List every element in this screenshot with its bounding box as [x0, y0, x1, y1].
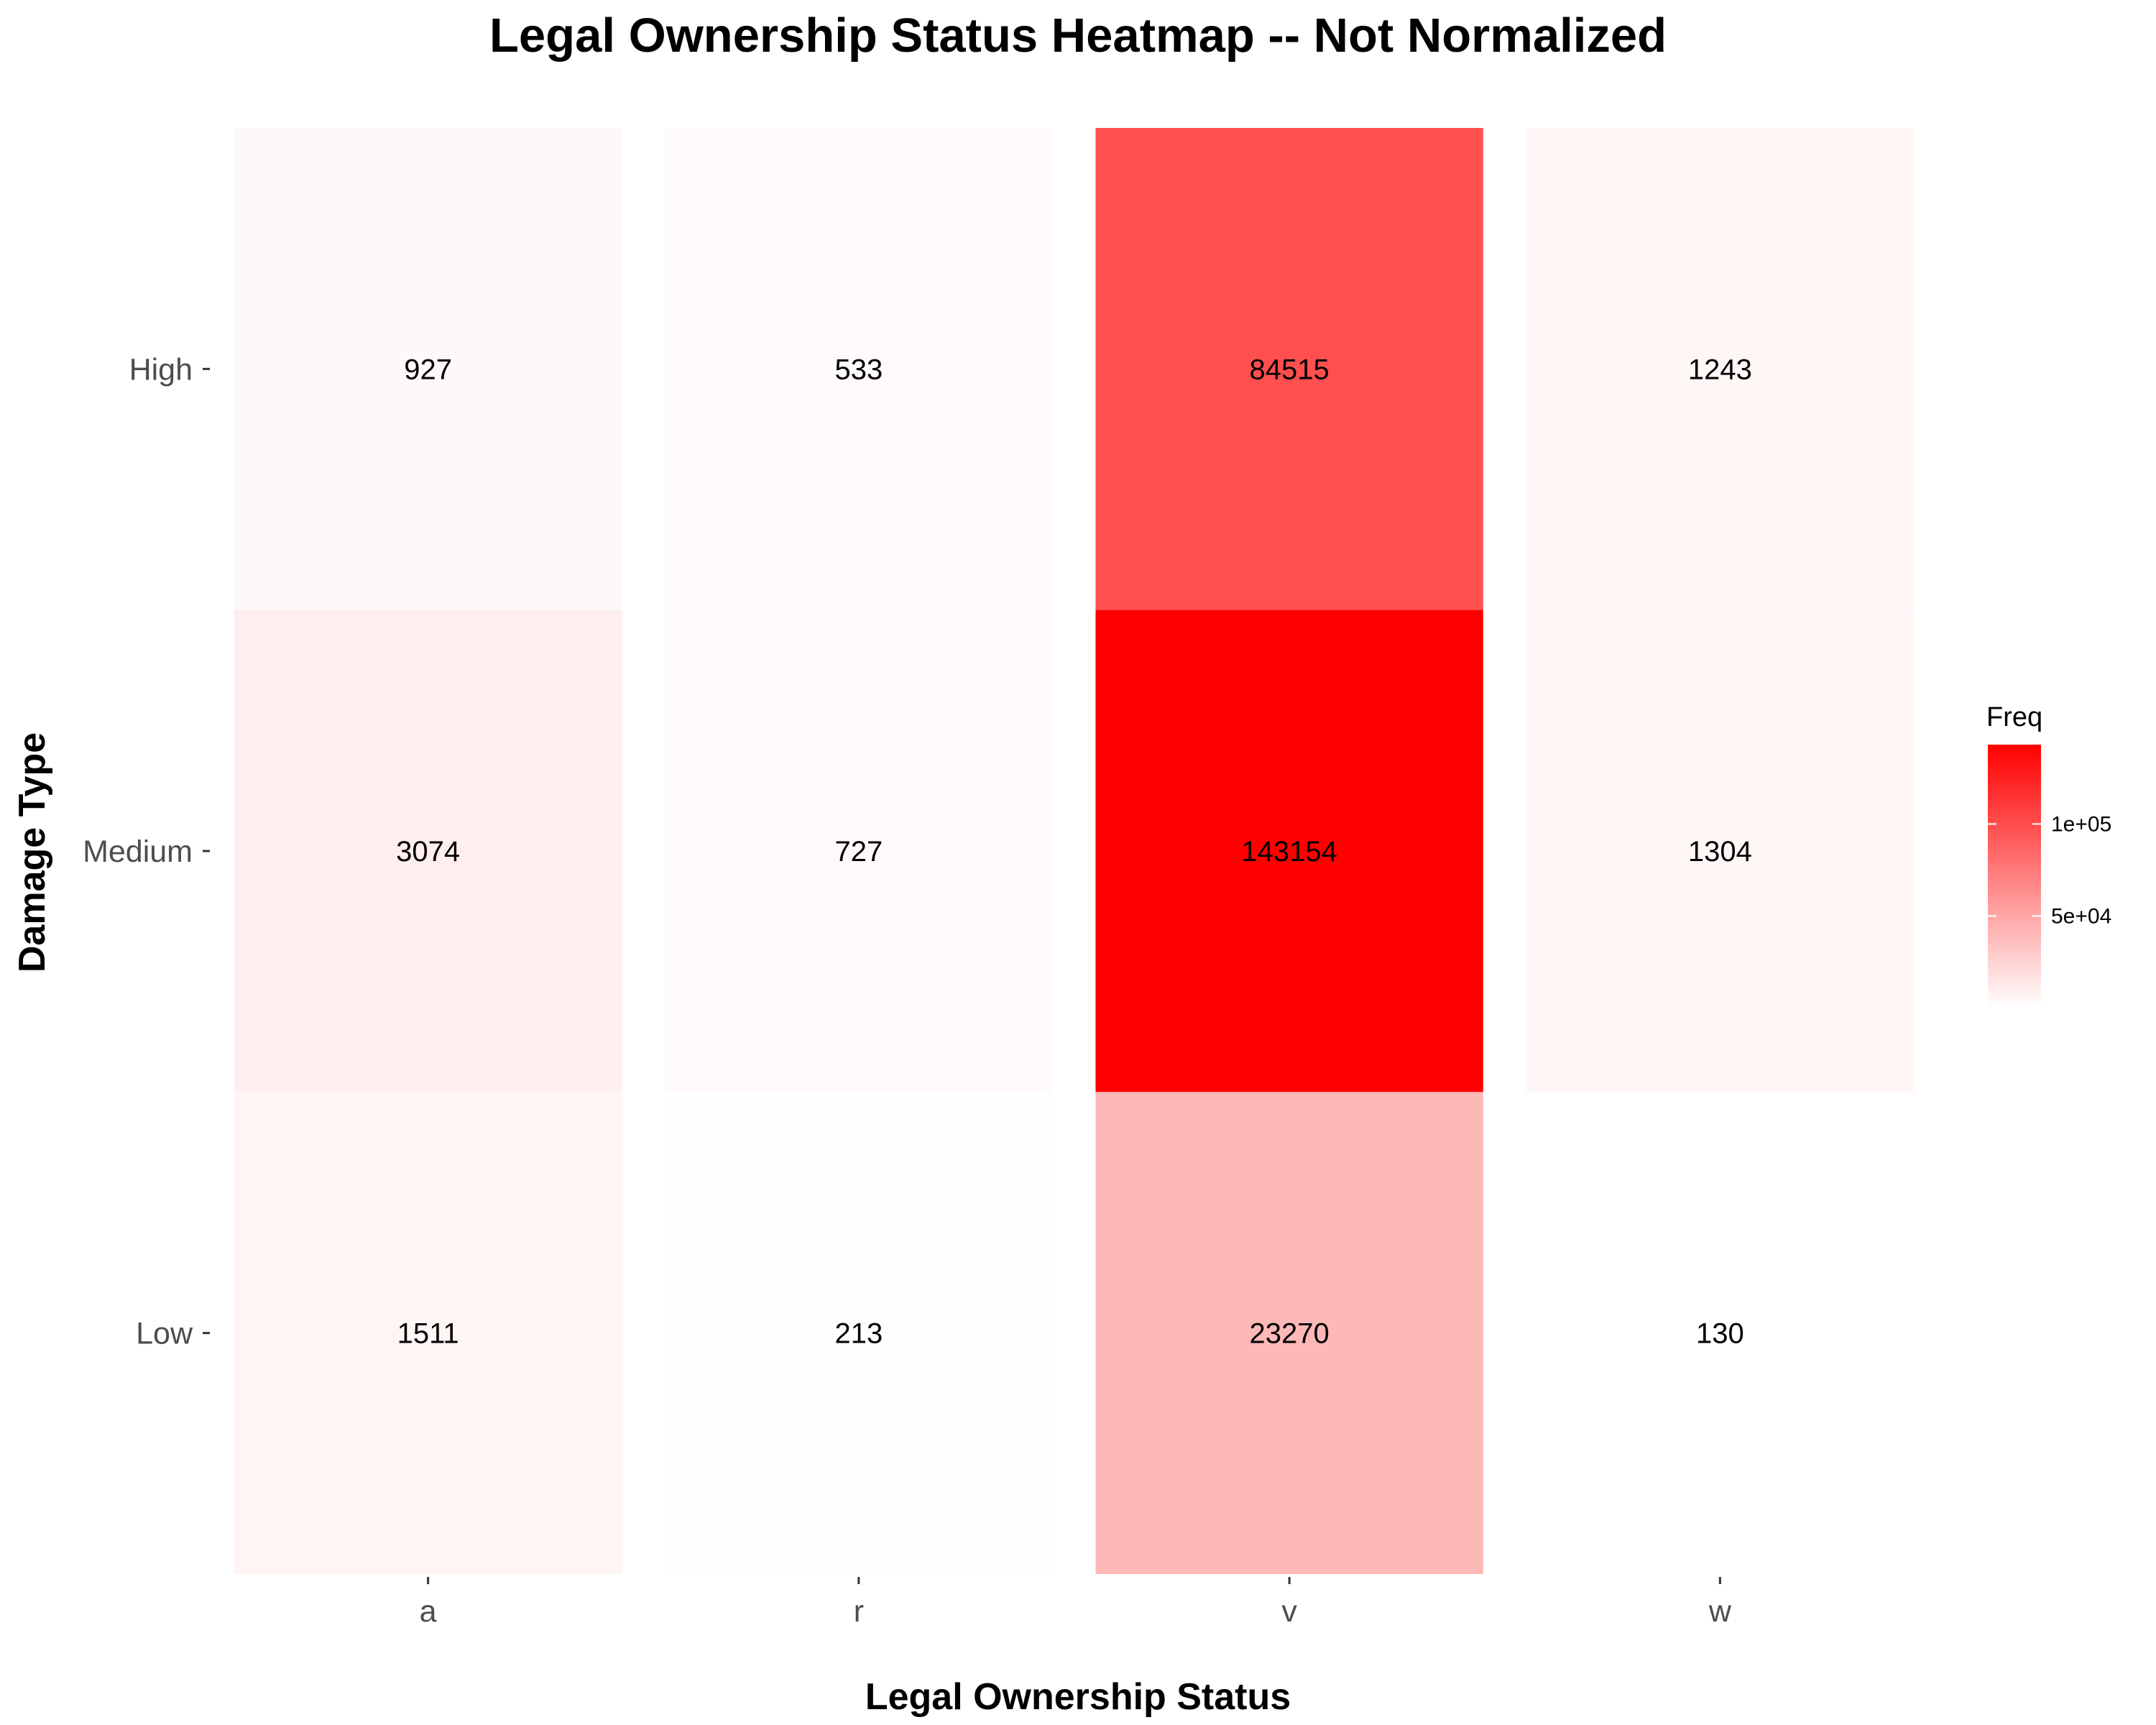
heatmap-cell-low-r [665, 1092, 1053, 1574]
legend-ticks: 5e+04 1e+05 [1988, 812, 2111, 928]
cell-value-low-r: 213 [835, 1318, 883, 1350]
cell-value-high-r: 533 [835, 354, 883, 385]
y-tick-label-medium: Medium [83, 834, 193, 869]
x-tick-label-r: r [854, 1594, 864, 1629]
cell-value-high-w: 1243 [1688, 354, 1752, 385]
cell-value-medium-w: 1304 [1688, 836, 1752, 868]
legend-tick-label: 5e+04 [2051, 904, 2111, 928]
x-tick-label-w: w [1708, 1594, 1732, 1629]
heatmap-cell-labels: 927 533 84515 1243 3074 727 143154 1304 1511 213 2… [396, 354, 1752, 1349]
heatmap-cell-low-v [1095, 1092, 1483, 1574]
x-tick-label-a: a [420, 1594, 437, 1629]
y-tick-label-low: Low [136, 1317, 193, 1351]
heatmap-cell-high-w [1526, 128, 1915, 610]
heatmap-cell-low-w [1526, 1092, 1915, 1574]
heatmap-cell-medium-r [665, 610, 1053, 1092]
cell-value-low-v: 23270 [1250, 1318, 1330, 1350]
legend-tick-label: 1e+05 [2051, 812, 2111, 836]
y-tick-label-high: High [129, 352, 193, 387]
cell-value-medium-a: 3074 [396, 836, 460, 868]
y-axis: High Medium Low [83, 352, 210, 1351]
x-axis-title: Legal Ownership Status [865, 1676, 1291, 1718]
color-legend: Freq 5e+04 1e+05 [1986, 702, 2111, 1008]
cell-value-high-v: 84515 [1250, 354, 1330, 385]
heatmap-cell-medium-a [234, 610, 622, 1092]
heatmap-cell-medium-w [1526, 610, 1915, 1092]
cell-value-high-a: 927 [404, 354, 452, 385]
legend-title: Freq [1986, 702, 2042, 732]
x-tick-label-v: v [1281, 1594, 1297, 1629]
cell-value-low-w: 130 [1696, 1318, 1744, 1350]
cell-value-low-a: 1511 [397, 1318, 459, 1350]
heatmap-cell-high-r [665, 128, 1053, 610]
heatmap-cell-high-a [234, 128, 622, 610]
legend-color-bar [1988, 745, 2041, 1008]
heatmap-cell-high-v [1095, 128, 1483, 610]
heatmap-cells [234, 128, 1915, 1574]
cell-value-medium-r: 727 [835, 836, 883, 868]
chart-title: Legal Ownership Status Heatmap -- Not No… [489, 9, 1667, 63]
cell-value-medium-v: 143154 [1241, 836, 1337, 868]
heatmap-cell-medium-v [1095, 610, 1483, 1092]
heatmap-cell-low-a [234, 1092, 622, 1574]
y-axis-title: Damage Type [11, 732, 53, 972]
